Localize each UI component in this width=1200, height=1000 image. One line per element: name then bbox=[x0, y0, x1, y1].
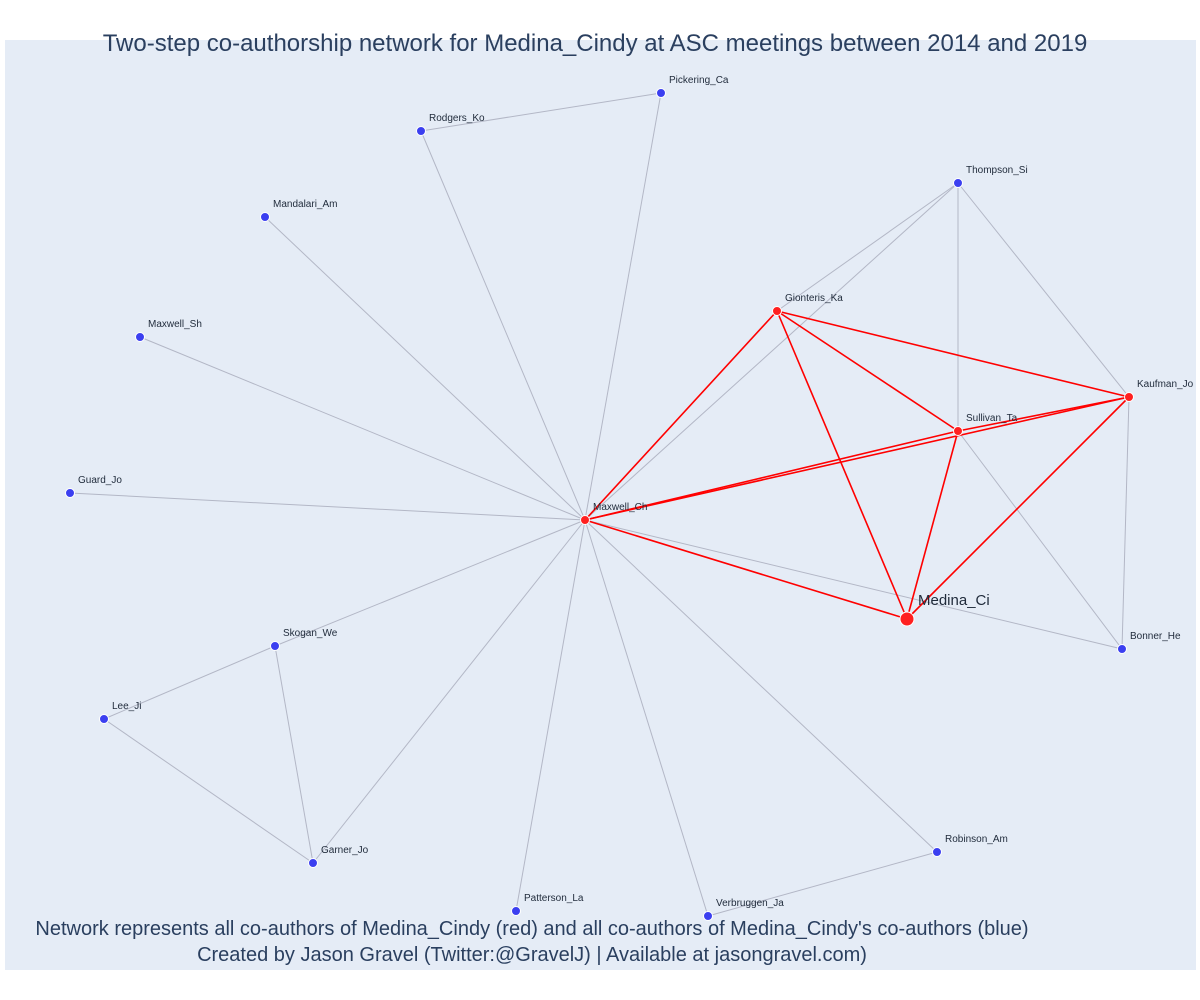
edge-Maxwell_Ch-Skogan_We bbox=[274, 519, 586, 647]
node-label-Maxwell_Ch: Maxwell_Ch bbox=[593, 502, 647, 513]
node-label-Pickering_Ca: Pickering_Ca bbox=[669, 75, 729, 86]
edge-Gionteris_Ka-Thompson_Si bbox=[776, 182, 959, 312]
node-Guard_Jo[interactable] bbox=[65, 488, 75, 498]
node-Mandalari_Am[interactable] bbox=[260, 212, 270, 222]
chart-title: Two-step co-authorship network for Medin… bbox=[102, 30, 1088, 57]
node-label-Maxwell_Sh: Maxwell_Sh bbox=[148, 319, 202, 330]
edge-Rodgers_Ko-Pickering_Ca bbox=[420, 92, 662, 132]
node-label-Robinson_Am: Robinson_Am bbox=[945, 834, 1008, 845]
edge-Skogan_We-Garner_Jo bbox=[274, 645, 314, 864]
node-label-Gionteris_Ka: Gionteris_Ka bbox=[785, 293, 843, 304]
edge-Maxwell_Ch-Mandalari_Am bbox=[264, 216, 586, 521]
node-label-Kaufman_Jo: Kaufman_Jo bbox=[1137, 379, 1194, 390]
edge-Medina_Ci-Kaufman_Jo bbox=[906, 396, 1130, 620]
node-Maxwell_Sh[interactable] bbox=[135, 332, 145, 342]
node-Kaufman_Jo[interactable] bbox=[1124, 392, 1134, 402]
node-label-Medina_Ci: Medina_Ci bbox=[918, 592, 990, 609]
node-Garner_Jo[interactable] bbox=[308, 858, 318, 868]
node-label-Guard_Jo: Guard_Jo bbox=[78, 475, 122, 486]
node-Bonner_He[interactable] bbox=[1117, 644, 1127, 654]
node-Thompson_Si[interactable] bbox=[953, 178, 963, 188]
node-Pickering_Ca[interactable] bbox=[656, 88, 666, 98]
edge-Skogan_We-Lee_Ji bbox=[103, 645, 276, 720]
labels-layer: Medina_Ci Maxwell_Ch Gionteris_Ka Sullivan_… bbox=[78, 75, 1194, 909]
node-label-Garner_Jo: Garner_Jo bbox=[321, 845, 369, 856]
node-Medina_Ci[interactable] bbox=[899, 611, 915, 627]
edge-Gionteris_Ka-Sullivan_Ta bbox=[776, 310, 959, 432]
edge-Maxwell_Ch-Thompson_Si bbox=[584, 182, 959, 521]
edge-Maxwell_Ch-Verbruggen_Ja bbox=[584, 519, 709, 917]
edge-Maxwell_Ch-Guard_Jo bbox=[69, 492, 586, 521]
node-Maxwell_Ch[interactable] bbox=[580, 515, 590, 525]
edge-Medina_Ci-Maxwell_Ch bbox=[584, 519, 908, 620]
edge-Kaufman_Jo-Bonner_He bbox=[1121, 396, 1130, 650]
node-label-Skogan_We: Skogan_We bbox=[283, 628, 338, 639]
edge-Maxwell_Ch-Bonner_He bbox=[584, 519, 1123, 650]
node-Sullivan_Ta[interactable] bbox=[953, 426, 963, 436]
node-Skogan_We[interactable] bbox=[270, 641, 280, 651]
node-Gionteris_Ka[interactable] bbox=[772, 306, 782, 316]
edge-Medina_Ci-Sullivan_Ta bbox=[906, 430, 959, 620]
node-label-Sullivan_Ta: Sullivan_Ta bbox=[966, 413, 1018, 424]
node-label-Verbruggen_Ja: Verbruggen_Ja bbox=[716, 898, 784, 909]
edge-Lee_Ji-Garner_Jo bbox=[103, 718, 314, 864]
edge-Maxwell_Ch-Pickering_Ca bbox=[584, 92, 662, 521]
node-Patterson_La[interactable] bbox=[511, 906, 521, 916]
nodes-layer bbox=[65, 88, 1134, 921]
node-label-Mandalari_Am: Mandalari_Am bbox=[273, 199, 337, 210]
node-label-Lee_Ji: Lee_Ji bbox=[112, 701, 141, 712]
edge-Maxwell_Ch-Garner_Jo bbox=[312, 519, 586, 864]
edge-Sullivan_Ta-Kaufman_Jo bbox=[957, 396, 1130, 432]
plot-background bbox=[5, 40, 1196, 970]
node-Robinson_Am[interactable] bbox=[932, 847, 942, 857]
edge-Maxwell_Ch-Maxwell_Sh bbox=[139, 336, 586, 521]
edge-Maxwell_Ch-Patterson_La bbox=[515, 519, 586, 912]
node-label-Bonner_He: Bonner_He bbox=[1130, 631, 1181, 642]
edges-layer bbox=[69, 92, 1130, 917]
node-Lee_Ji[interactable] bbox=[99, 714, 109, 724]
node-label-Rodgers_Ko: Rodgers_Ko bbox=[429, 113, 485, 124]
edge-Maxwell_Ch-Robinson_Am bbox=[584, 519, 938, 853]
node-label-Patterson_La: Patterson_La bbox=[524, 893, 584, 904]
edge-Maxwell_Ch-Kaufman_Jo bbox=[584, 396, 1130, 521]
edge-Gionteris_Ka-Kaufman_Jo bbox=[776, 310, 1130, 398]
node-label-Thompson_Si: Thompson_Si bbox=[966, 165, 1028, 176]
caption-line-1: Network represents all co-authors of Med… bbox=[35, 918, 1029, 940]
edge-Sullivan_Ta-Bonner_He bbox=[957, 430, 1123, 650]
edge-Kaufman_Jo-Thompson_Si bbox=[957, 182, 1130, 398]
caption-line-2: Created by Jason Gravel (Twitter:@Gravel… bbox=[197, 944, 867, 966]
node-Rodgers_Ko[interactable] bbox=[416, 126, 426, 136]
edge-Medina_Ci-Gionteris_Ka bbox=[776, 310, 908, 620]
edge-Maxwell_Ch-Gionteris_Ka bbox=[584, 310, 778, 521]
edge-Maxwell_Ch-Rodgers_Ko bbox=[420, 130, 586, 521]
node-Verbruggen_Ja[interactable] bbox=[703, 911, 713, 921]
edge-Verbruggen_Ja-Robinson_Am bbox=[707, 851, 938, 917]
